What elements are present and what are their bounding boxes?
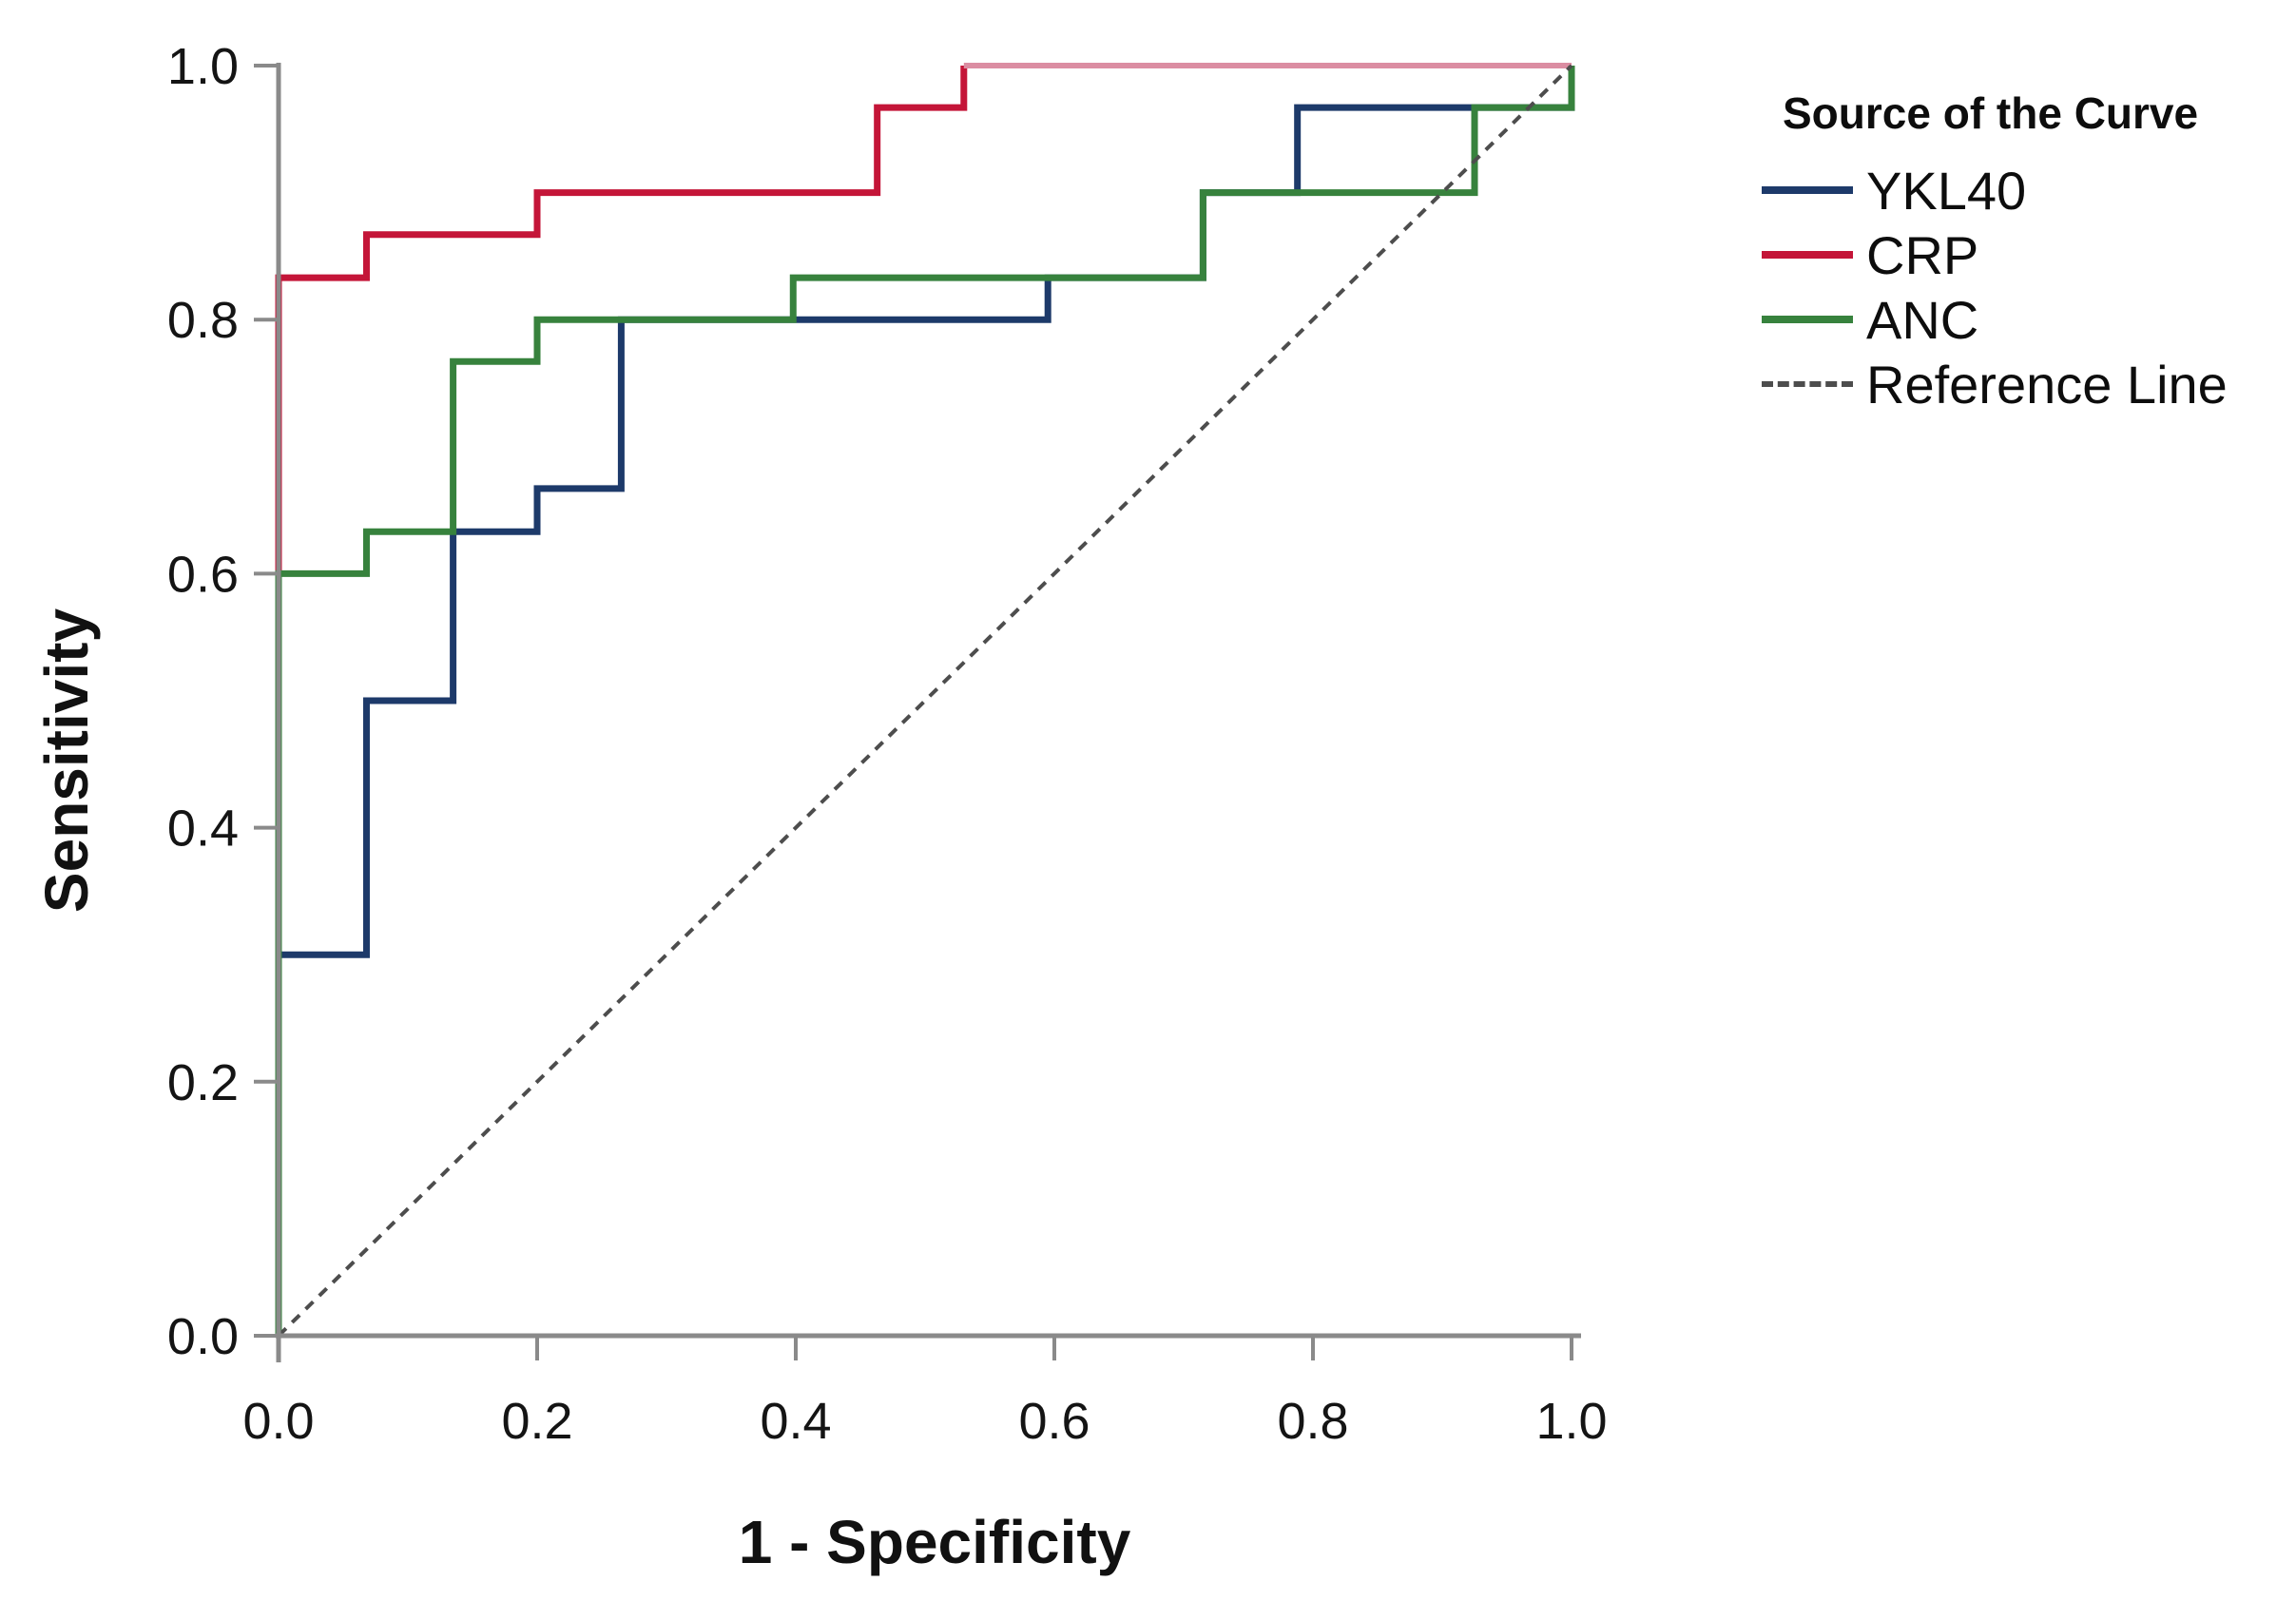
y-tick-label: 0.2 bbox=[167, 1054, 239, 1111]
legend-label-reference-line: Reference Line bbox=[1866, 354, 2228, 415]
y-tick-label: 0.8 bbox=[167, 292, 239, 349]
curve-crp bbox=[275, 66, 968, 1336]
legend-item-reference-line: Reference Line bbox=[1762, 352, 2228, 416]
x-tick-label: 1.0 bbox=[1535, 1393, 1607, 1450]
legend: Source of the Curve YKL40 CRP ANC Refere… bbox=[1762, 87, 2228, 416]
legend-label-anc: ANC bbox=[1866, 289, 1979, 350]
y-tick-label: 0.0 bbox=[167, 1308, 239, 1365]
crp-line-swatch-icon bbox=[1762, 251, 1853, 259]
y-axis-title: Sensitivity bbox=[32, 608, 101, 914]
y-tick-label: 1.0 bbox=[167, 38, 239, 95]
y-tick-label: 0.4 bbox=[167, 800, 239, 858]
ykl40-line-swatch-icon bbox=[1762, 186, 1853, 194]
x-tick-label: 0.8 bbox=[1277, 1393, 1348, 1450]
curve-anc bbox=[275, 66, 1575, 1336]
curve-reference-line bbox=[277, 64, 1573, 1338]
anc-line-swatch-icon bbox=[1762, 316, 1853, 323]
reference-line-swatch-icon bbox=[1762, 381, 1853, 387]
y-tick-label: 0.6 bbox=[167, 546, 239, 603]
legend-title: Source of the Curve bbox=[1783, 88, 2199, 138]
legend-label-crp: CRP bbox=[1866, 224, 1979, 285]
x-tick-label: 0.6 bbox=[1018, 1393, 1090, 1450]
legend-item-anc: ANC bbox=[1762, 287, 2228, 352]
legend-item-ykl40: YKL40 bbox=[1762, 158, 2228, 222]
x-axis-title: 1 - Specificity bbox=[738, 1508, 1131, 1576]
curve-ykl40 bbox=[275, 66, 1575, 1336]
legend-item-crp: CRP bbox=[1762, 222, 2228, 287]
x-tick-label: 0.4 bbox=[760, 1393, 831, 1450]
legend-label-ykl40: YKL40 bbox=[1866, 160, 2027, 221]
x-tick-label: 0.2 bbox=[501, 1393, 572, 1450]
x-tick-label: 0.0 bbox=[242, 1393, 314, 1450]
